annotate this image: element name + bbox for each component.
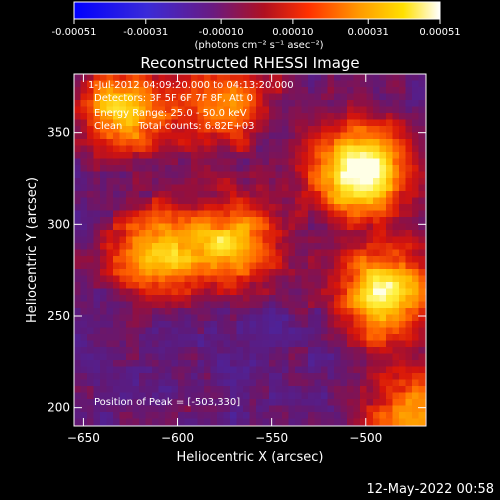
y-axis-label: Heliocentric Y (arcsec) [25,177,40,323]
colorbar-tick-label: -0.00010 [199,27,244,38]
x-tick-label: −550 [255,431,288,445]
annotation-total-counts: Clean Total counts: 6.82E+03 [94,121,255,132]
y-tick-label: 350 [47,126,70,140]
axis-ticks: −650 −600 −550 −500 200 250 300 350 [47,74,426,445]
y-tick-label: 200 [47,401,70,415]
y-tick-label: 300 [47,217,70,231]
colorbar-tick-label: 0.00010 [272,27,313,38]
colorbar-tick-label: -0.00051 [52,27,97,38]
x-tick-label: −500 [349,431,382,445]
annotation-time-range: 1-Jul-2012 04:09:20.000 to 04:13:20.000 [88,80,294,91]
x-tick-label: −650 [67,431,100,445]
colorbar-tick-label: 0.00051 [419,27,460,38]
x-axis-label: Heliocentric X (arcsec) [177,450,324,465]
x-tick-label: −600 [161,431,194,445]
y-tick-label: 250 [47,309,70,323]
colorbar-tick-label: -0.00031 [123,27,168,38]
colorbar-ticks: -0.00051 -0.00031 -0.00010 0.00010 0.00031 0.… [52,19,461,38]
plot-frame [73,73,427,427]
annotation-energy-range: Energy Range: 25.0 - 50.0 keV [94,108,247,119]
colorbar-unit-label: (photons cm⁻² s⁻¹ asec⁻²) [194,40,323,51]
colorbar-tick-label: 0.00031 [348,27,389,38]
chart-title: Reconstructed RHESSI Image [140,54,359,72]
timestamp: 12‑May‑2022 00:58 [366,482,494,497]
heatmap-image [74,74,426,426]
annotation-detectors: Detectors: 3F 5F 6F 7F 8F, Att 0 [94,93,254,104]
annotation-peak-position: Position of Peak = [-503,330] [94,397,241,408]
colorbar [73,1,441,20]
